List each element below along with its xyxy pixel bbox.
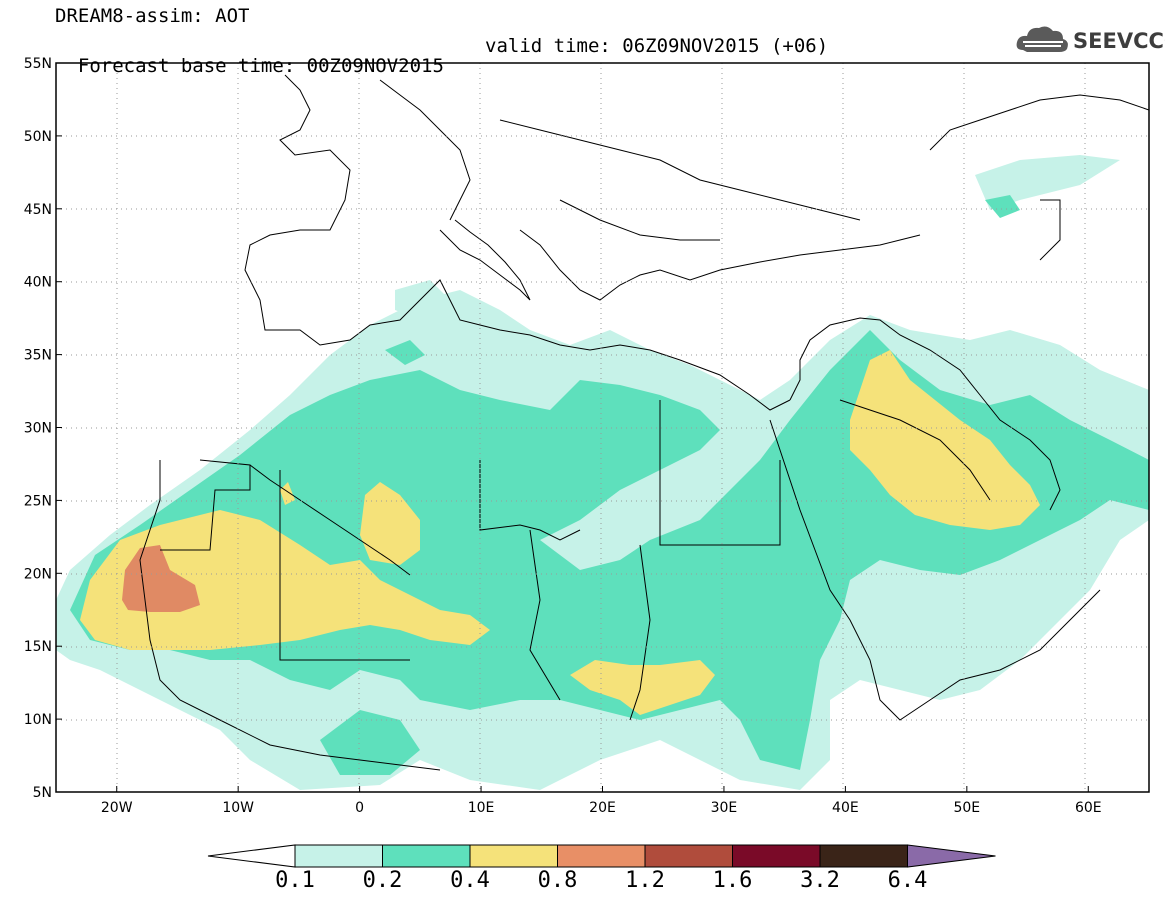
lon-label: 10E — [468, 800, 495, 816]
lat-label: 5N — [33, 785, 52, 801]
lon-label: 0 — [355, 800, 364, 816]
lon-label: 20W — [101, 800, 133, 816]
lat-label: 10N — [24, 712, 52, 728]
colorbar-label: 0.2 — [362, 868, 403, 893]
aot-contour-0.2-spot — [385, 340, 425, 365]
aot-contour-0.4-arabia — [850, 350, 1040, 530]
lon-label: 20E — [589, 800, 616, 816]
colorbar-label: 0.1 — [275, 868, 315, 893]
colorbar-label: 6.4 — [887, 868, 928, 893]
aot-contour-0.8 — [122, 545, 200, 612]
graticule — [56, 63, 1149, 792]
aot-contour-0.1-iberia — [395, 280, 450, 320]
colorbar-high-arrow — [907, 844, 996, 868]
colorbar-label: 1.2 — [625, 868, 665, 893]
lat-label: 40N — [24, 275, 52, 291]
aot-contour-0.4-west — [80, 510, 490, 650]
lon-label: 50E — [953, 800, 980, 816]
aot-contour-0.2-sw — [320, 710, 420, 775]
lat-label: 55N — [24, 56, 52, 72]
map-title: DREAM8-assim: AOT — [55, 5, 250, 27]
aot-contour-0.4-niger — [360, 482, 420, 565]
valid-time: valid time: 06Z09NOV2015 (+06) — [485, 35, 829, 57]
lon-label: 30E — [711, 800, 738, 816]
forecast-time-line: Forecast base time: 00Z09NOV2015 valid ti… — [55, 36, 828, 77]
aot-contour-0.4-chad — [570, 660, 715, 715]
aot-contour-0.4-spot — [280, 482, 295, 505]
longitude-axis: 20W 10W 0 10E 20E 30E 40E 50E 60E — [101, 786, 1102, 816]
aot-contour-0.2-caspian — [985, 195, 1020, 218]
lon-label: 40E — [832, 800, 859, 816]
lon-label: 10W — [222, 800, 254, 816]
colorbar-label: 0.8 — [537, 868, 578, 893]
colorbar-swatch — [382, 844, 471, 868]
colorbar-label: 3.2 — [800, 868, 840, 893]
colorbar-swatch — [732, 844, 821, 868]
colorbar-swatch — [294, 844, 383, 868]
colorbar-low-arrow — [207, 844, 296, 868]
lat-label: 25N — [24, 493, 52, 509]
colorbar-swatch — [819, 844, 908, 868]
seevccc-logo: SEEVCCC — [1015, 22, 1165, 58]
latitude-axis: 55N 50N 45N 40N 35N 30N 25N 20N 15N 10N 5N — [24, 56, 62, 801]
cloud-logo-icon — [1016, 26, 1068, 52]
logo-text: SEEVCCC — [1073, 29, 1165, 53]
base-time: Forecast base time: 00Z09NOV2015 — [77, 55, 444, 77]
colorbar-swatch — [557, 844, 646, 868]
lat-label: 35N — [24, 348, 52, 364]
lat-label: 30N — [24, 421, 52, 437]
aot-contour-0.1-north — [975, 155, 1120, 210]
lon-label: 60E — [1075, 800, 1102, 816]
lat-label: 45N — [24, 202, 52, 218]
colorbar-swatch — [644, 844, 733, 868]
aot-field — [56, 155, 1149, 790]
colorbar-label: 0.4 — [450, 868, 490, 893]
lat-label: 15N — [24, 639, 52, 655]
colorbar-swatch — [469, 844, 558, 868]
colorbar — [207, 844, 996, 868]
lat-label: 50N — [24, 129, 52, 145]
lat-label: 20N — [24, 566, 52, 582]
colorbar-label: 1.6 — [712, 868, 753, 893]
